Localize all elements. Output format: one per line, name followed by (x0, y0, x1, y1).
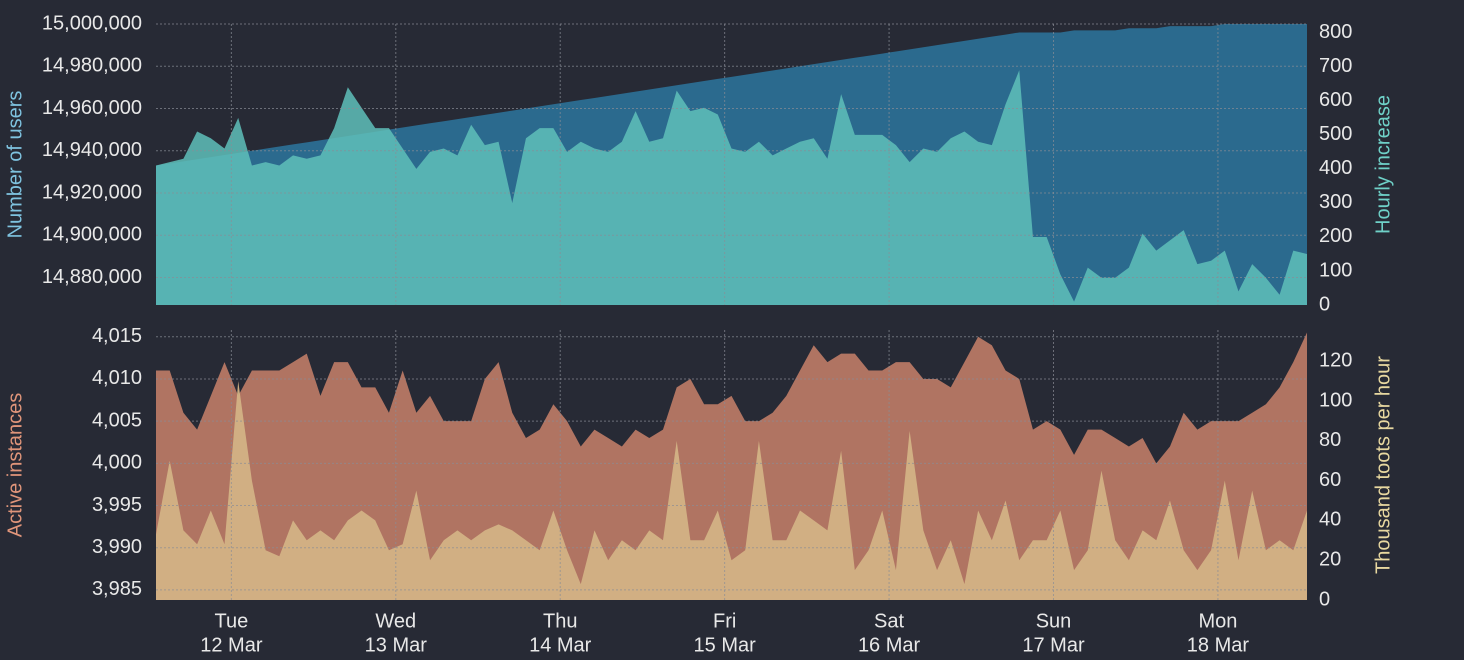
y2-tick-label: 0 (1319, 293, 1330, 315)
x-tick-label: Fri (713, 610, 736, 632)
y-tick-label: 14,940,000 (42, 139, 142, 161)
x-tick-label: 12 Mar (200, 634, 263, 656)
area-series (156, 332, 1307, 600)
y-tick-label: 4,010 (92, 367, 142, 389)
x-tick-label: 14 Mar (529, 634, 592, 656)
x-tick-label: 16 Mar (858, 634, 921, 656)
y-tick-label: 3,995 (92, 494, 142, 516)
x-tick-label: 15 Mar (694, 634, 757, 656)
y2-axis-label: Thousand toots per hour (1372, 356, 1394, 574)
y-tick-label: 14,920,000 (42, 181, 142, 203)
y-tick-label: 14,980,000 (42, 55, 142, 77)
y2-tick-label: 60 (1319, 469, 1341, 491)
y-tick-label: 3,985 (92, 578, 142, 600)
x-tick-label: Mon (1198, 610, 1237, 632)
y2-tick-label: 400 (1319, 157, 1352, 179)
y2-tick-label: 40 (1319, 509, 1341, 531)
y-tick-label: 14,880,000 (42, 266, 142, 288)
x-tick-label: Tue (214, 610, 248, 632)
y2-tick-label: 300 (1319, 191, 1352, 213)
y-tick-label: 4,000 (92, 452, 142, 474)
x-tick-label: Sat (874, 610, 904, 632)
x-tick-label: 17 Mar (1022, 634, 1085, 656)
y-tick-label: 14,960,000 (42, 97, 142, 119)
y2-tick-label: 80 (1319, 429, 1341, 451)
y-tick-label: 14,900,000 (42, 224, 142, 246)
x-tick-label: 13 Mar (365, 634, 428, 656)
y2-tick-label: 100 (1319, 259, 1352, 281)
y2-tick-label: 100 (1319, 389, 1352, 411)
x-tick-label: Thu (543, 610, 577, 632)
x-tick-label: 18 Mar (1187, 634, 1250, 656)
y-tick-label: 3,990 (92, 536, 142, 558)
area-series (156, 70, 1307, 305)
y-axis-label: Number of users (4, 91, 26, 239)
x-tick-label: Sun (1036, 610, 1072, 632)
y2-tick-label: 800 (1319, 21, 1352, 43)
y2-tick-label: 200 (1319, 225, 1352, 247)
y2-tick-label: 0 (1319, 588, 1330, 610)
y2-tick-label: 20 (1319, 548, 1341, 570)
y2-tick-label: 600 (1319, 89, 1352, 111)
area-series (156, 381, 1307, 600)
x-tick-label: Wed (375, 610, 416, 632)
y2-tick-label: 700 (1319, 55, 1352, 77)
y2-tick-label: 500 (1319, 123, 1352, 145)
y-tick-label: 4,005 (92, 409, 142, 431)
y2-tick-label: 120 (1319, 350, 1352, 372)
y-axis-label: Active instances (4, 393, 26, 538)
y2-axis-label: Hourly increase (1372, 95, 1394, 234)
y-tick-label: 4,015 (92, 325, 142, 347)
y-tick-label: 15,000,000 (42, 12, 142, 34)
